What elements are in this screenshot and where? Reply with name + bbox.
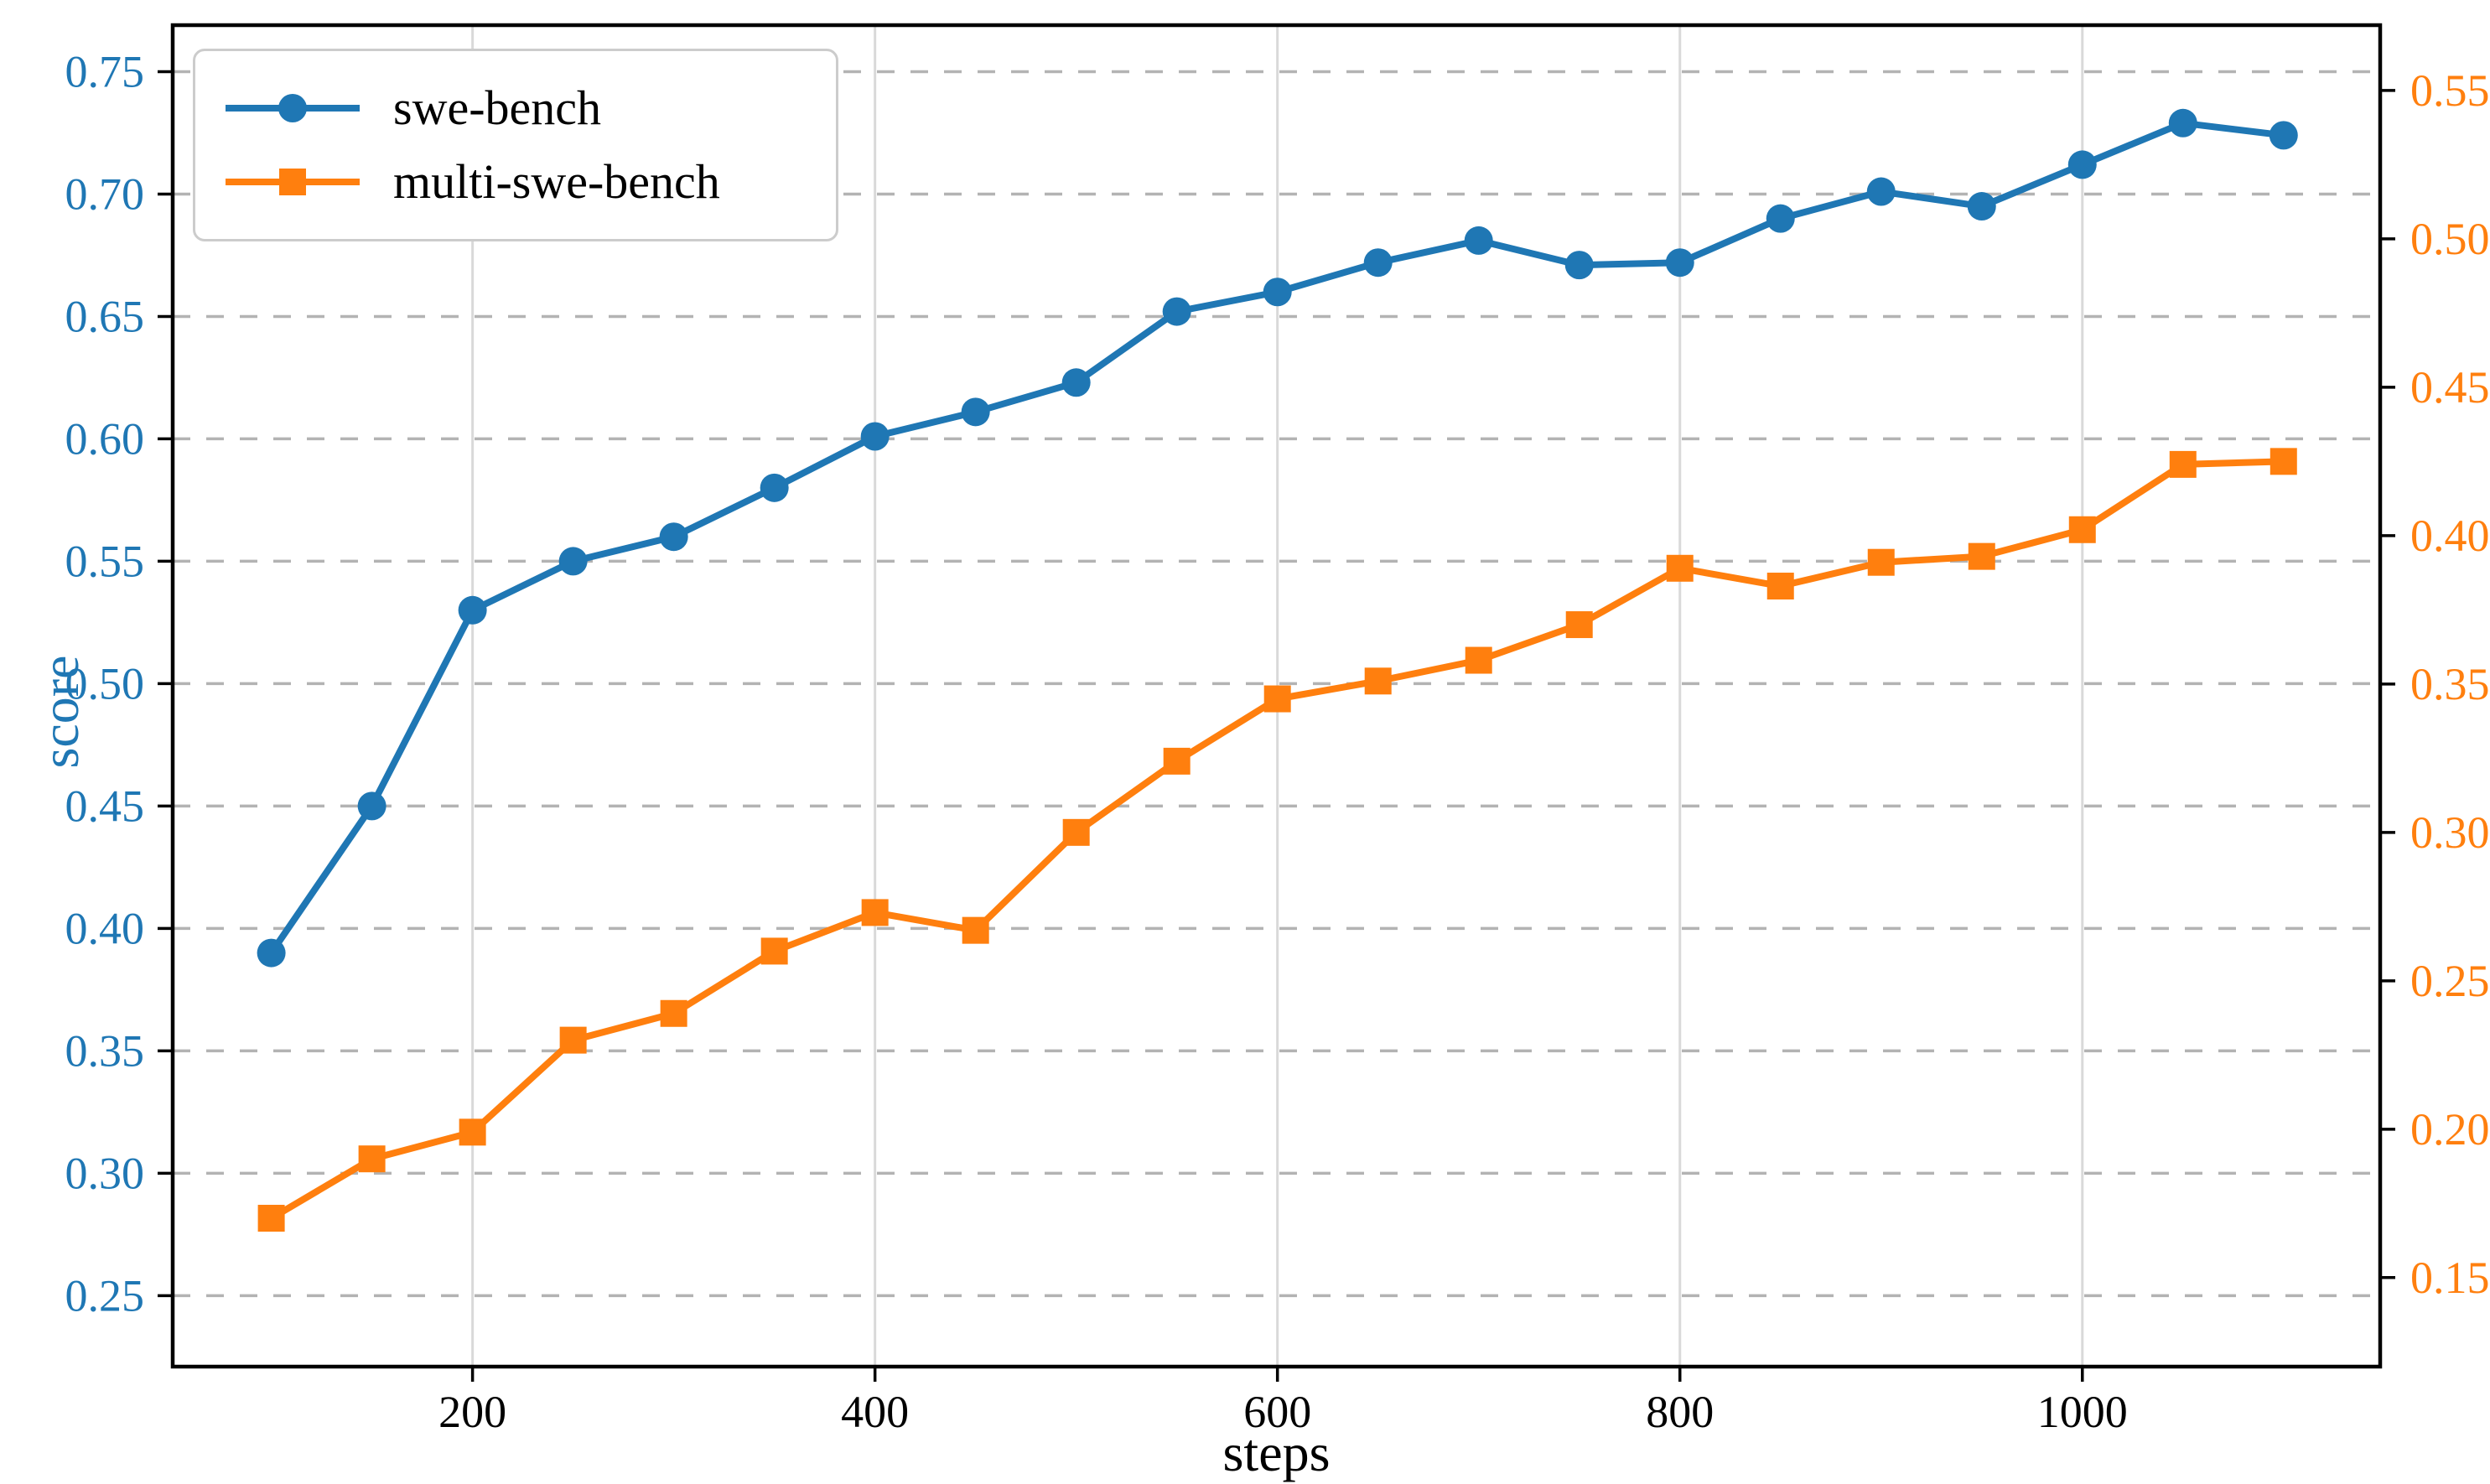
swe-bench-data-point bbox=[1263, 278, 1292, 307]
square-marker-icon bbox=[279, 169, 306, 196]
multi-swe-bench-data-point bbox=[1163, 747, 1191, 775]
y-left-tick-label: 0.25 bbox=[65, 1270, 145, 1321]
multi-swe-bench-data-point bbox=[1062, 818, 1090, 846]
multi-swe-bench-data-point bbox=[1867, 548, 1895, 576]
multi-swe-bench-data-point bbox=[1766, 573, 1794, 600]
x-tick-label: 1000 bbox=[2037, 1387, 2128, 1437]
y-right-tick-label: 0.40 bbox=[2410, 511, 2490, 561]
swe-bench-data-point bbox=[558, 547, 588, 576]
y-left-tick-label: 0.35 bbox=[65, 1025, 145, 1076]
y-right-tick-label: 0.30 bbox=[2410, 807, 2490, 858]
x-tick-label: 800 bbox=[1646, 1387, 1714, 1437]
multi-swe-bench-data-point bbox=[257, 1205, 285, 1232]
swe-bench-data-point bbox=[1564, 251, 1594, 280]
swe-bench-data-point bbox=[1665, 248, 1694, 278]
y-left-tick-label: 0.60 bbox=[65, 413, 145, 464]
multi-swe-bench-data-point bbox=[2068, 516, 2096, 543]
multi-swe-bench-data-point bbox=[861, 899, 889, 926]
x-tick-label: 400 bbox=[841, 1387, 909, 1437]
x-axis-label: steps bbox=[1222, 1423, 1331, 1482]
multi-swe-bench-data-point bbox=[760, 937, 788, 965]
multi-swe-bench-data-point bbox=[1263, 685, 1291, 713]
swe-bench-data-point bbox=[1162, 297, 1191, 326]
multi-swe-bench-data-point bbox=[459, 1118, 486, 1146]
multi-swe-bench-data-point bbox=[1565, 611, 1593, 639]
swe-bench-data-point bbox=[1766, 204, 1795, 233]
swe-bench-data-point bbox=[860, 422, 890, 451]
y-axis-label: score bbox=[30, 655, 90, 769]
multi-swe-bench-data-point bbox=[1968, 542, 1995, 570]
y-left-tick-label: 0.40 bbox=[65, 903, 145, 953]
swe-bench-data-point bbox=[2067, 150, 2097, 179]
y-left-tick-label: 0.50 bbox=[65, 658, 145, 708]
multi-swe-bench-data-point bbox=[1465, 646, 1492, 674]
y-right-tick-label: 0.45 bbox=[2410, 362, 2490, 413]
swe-bench-data-point bbox=[1866, 177, 1896, 206]
swe-bench-data-point bbox=[2269, 121, 2298, 150]
swe-bench-data-point bbox=[961, 397, 990, 427]
swe-bench-data-point bbox=[2168, 108, 2197, 138]
legend-label-swe-bench: swe-bench bbox=[393, 80, 602, 135]
y-right-tick-label: 0.20 bbox=[2410, 1104, 2490, 1155]
y-right-tick-label: 0.50 bbox=[2410, 214, 2490, 264]
x-tick-label: 200 bbox=[438, 1387, 506, 1437]
y-left-tick-label: 0.30 bbox=[65, 1148, 145, 1198]
legend-label-multi-swe-bench: multi-swe-bench bbox=[393, 154, 720, 210]
legend-item-multi-swe-bench: multi-swe-bench bbox=[195, 158, 836, 206]
legend: swe-bench multi-swe-bench bbox=[193, 49, 838, 241]
x-tick-label: 600 bbox=[1243, 1387, 1311, 1437]
y-left-tick-label: 0.75 bbox=[65, 46, 145, 96]
y-right-tick-label: 0.35 bbox=[2410, 659, 2490, 709]
y-right-tick-label: 0.25 bbox=[2410, 956, 2490, 1006]
legend-item-swe-bench: swe-bench bbox=[195, 80, 836, 135]
y-left-tick-label: 0.65 bbox=[65, 291, 145, 341]
swe-bench-data-point bbox=[1363, 248, 1393, 278]
multi-swe-bench-data-point bbox=[1364, 667, 1392, 695]
swe-bench-data-point bbox=[458, 595, 487, 625]
multi-swe-bench-legend-marker bbox=[226, 167, 360, 197]
multi-swe-bench-data-point bbox=[358, 1145, 386, 1173]
multi-swe-bench-data-point bbox=[962, 916, 989, 944]
swe-bench-data-point bbox=[659, 522, 688, 552]
swe-bench-legend-marker bbox=[226, 93, 360, 123]
multi-swe-bench-data-point bbox=[1666, 554, 1694, 582]
swe-bench-data-point bbox=[1061, 368, 1091, 397]
y-left-tick-label: 0.70 bbox=[65, 169, 145, 219]
multi-swe-bench-data-point bbox=[660, 999, 687, 1027]
circle-marker-icon bbox=[278, 93, 307, 122]
swe-bench-data-point bbox=[257, 938, 286, 968]
multi-swe-bench-data-point bbox=[2169, 450, 2197, 478]
y-right-tick-label: 0.15 bbox=[2410, 1253, 2490, 1303]
multi-swe-bench-data-point bbox=[2270, 448, 2297, 475]
y-left-tick-label: 0.45 bbox=[65, 781, 145, 831]
y-left-tick-label: 0.55 bbox=[65, 536, 145, 586]
swe-bench-data-point bbox=[357, 791, 386, 821]
y-right-tick-label: 0.55 bbox=[2410, 65, 2490, 116]
swe-bench-data-point bbox=[760, 473, 789, 502]
swe-bench-data-point bbox=[1464, 226, 1493, 255]
multi-swe-bench-data-point bbox=[559, 1026, 587, 1054]
swe-bench-data-point bbox=[1967, 192, 1996, 221]
